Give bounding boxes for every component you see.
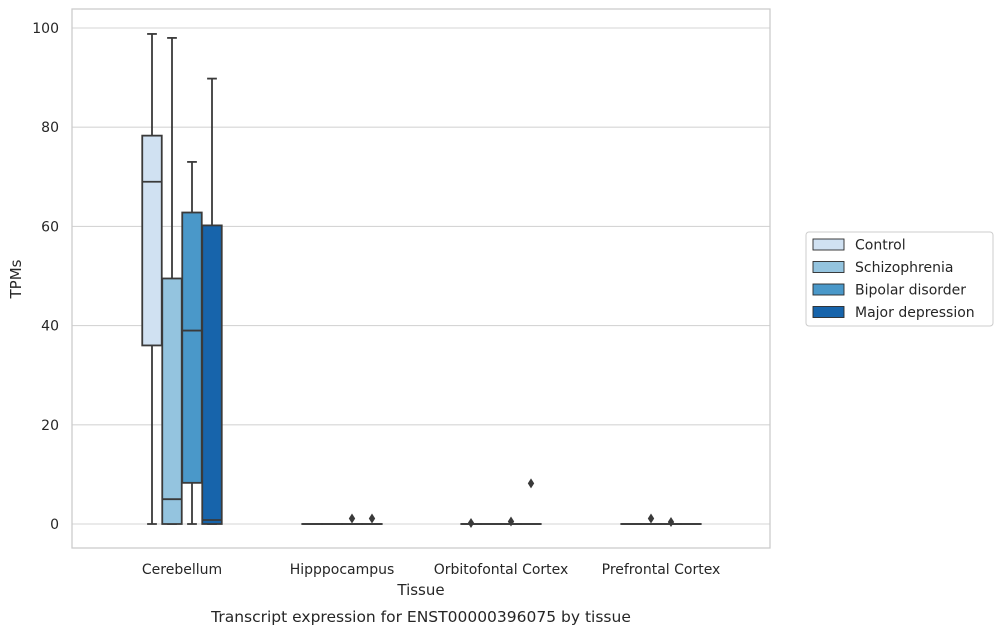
legend-label: Schizophrenia (855, 260, 953, 276)
outlier-point (467, 518, 475, 529)
box (181, 211, 203, 484)
legend: Control Schizophrenia Bipolar disorder Majo… (805, 231, 994, 327)
outlier-point (368, 513, 376, 524)
y-tick-label: 60 (41, 219, 59, 235)
y-tick-label: 0 (50, 517, 59, 533)
box-group-1 (301, 513, 383, 525)
x-tick-label: Hipppocampus (290, 562, 395, 578)
y-tick-label: 80 (41, 120, 59, 136)
legend-items: Control Schizophrenia Bipolar disorder Majo… (812, 238, 975, 321)
outlier-point (348, 513, 356, 524)
legend-label: Bipolar disorder (855, 283, 966, 299)
legend-frame (805, 231, 994, 327)
y-axis-label: TPMs (7, 259, 25, 299)
x-tick-label: Orbitofontal Cortex (434, 562, 569, 578)
box-group-0 (141, 33, 223, 525)
x-tick-label: Prefrontal Cortex (602, 562, 721, 578)
box (201, 224, 223, 525)
legend-swatch (812, 283, 845, 296)
box (141, 134, 163, 347)
box-group-3 (620, 513, 702, 528)
x-tick-labels: Cerebellum Hipppocampus Orbitofontal Corte… (142, 562, 720, 578)
legend-label: Major depression (855, 305, 975, 321)
y-tick-labels: 0 20 40 60 80 100 (32, 21, 59, 533)
box-groups (141, 33, 702, 529)
y-tick-label: 40 (41, 319, 59, 335)
outlier-point (527, 478, 535, 489)
x-tick-label: Cerebellum (142, 562, 222, 578)
plot-frame (71, 8, 771, 549)
legend-label: Control (855, 238, 906, 254)
y-tick-label: 100 (32, 21, 59, 37)
outlier-point (667, 517, 675, 528)
x-axis-label: Tissue (396, 581, 444, 599)
legend-swatch (812, 306, 845, 318)
outlier-point (507, 516, 515, 527)
box (161, 277, 183, 525)
legend-swatch (812, 238, 845, 251)
box-group-2 (460, 478, 542, 529)
chart-caption: Transcript expression for ENST0000039607… (210, 608, 631, 626)
legend-swatch (812, 261, 845, 273)
y-tick-label: 20 (41, 418, 59, 434)
outlier-point (647, 513, 655, 524)
